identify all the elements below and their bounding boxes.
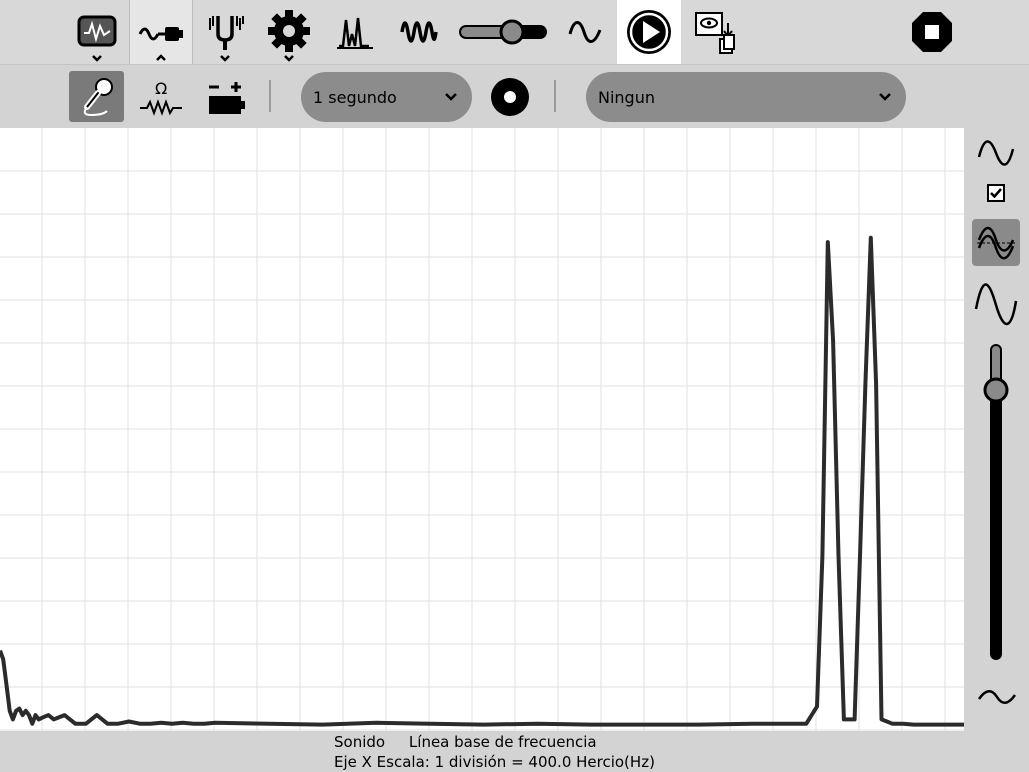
checkbox <box>987 184 1005 202</box>
right-control-panel <box>964 128 1029 731</box>
svg-text:Ω: Ω <box>155 79 167 98</box>
view-log-icon <box>695 12 735 54</box>
mode-label: Sonido <box>334 733 386 751</box>
gain-slider[interactable] <box>452 0 552 64</box>
waveform-button[interactable] <box>390 0 448 64</box>
duration-combo[interactable]: 1 segundo <box>301 72 472 122</box>
chevron-down-icon <box>445 93 457 101</box>
invert-wave-icon <box>977 226 1015 259</box>
gain-slider-track <box>459 19 547 45</box>
frequency-spectrum-icon <box>337 17 373 49</box>
frequency-graph <box>0 128 964 731</box>
play-button[interactable] <box>617 0 681 64</box>
chevron-down-icon <box>284 55 294 62</box>
signal-trace <box>0 235 964 727</box>
stop-button[interactable] <box>902 0 962 64</box>
record-icon <box>491 78 529 116</box>
sensor-toolbar: Ω 1 segundo Ningun <box>0 65 1029 128</box>
scale-label: Eje X Escala: 1 división = 400.0 Hercio(… <box>334 753 655 771</box>
vertical-slider-track <box>983 344 1009 660</box>
sine-wave-button[interactable] <box>558 0 612 64</box>
sensor-tab-icon <box>138 27 183 41</box>
status-bar: Sonido Línea base de frecuencia Eje X Es… <box>0 731 1029 772</box>
play-icon <box>627 10 671 54</box>
oscilloscope-activity-button[interactable] <box>66 0 128 64</box>
checkmark-icon <box>990 188 1002 198</box>
sine-wave-icon <box>977 140 1015 166</box>
duration-value: 1 segundo <box>313 87 397 107</box>
plot-area <box>0 128 964 731</box>
status-line-1: Sonido Línea base de frecuencia <box>334 732 597 752</box>
stop-icon <box>912 12 952 52</box>
tuning-fork-button[interactable] <box>196 0 254 64</box>
microphone-icon <box>83 77 113 116</box>
separator <box>554 80 556 112</box>
record-button[interactable] <box>486 73 534 121</box>
chevron-down-icon <box>92 55 102 62</box>
separator <box>269 80 271 112</box>
invert-wave-toggle[interactable] <box>972 219 1020 266</box>
battery-icon <box>209 82 245 114</box>
resistance-button[interactable]: Ω <box>134 73 188 121</box>
chevron-up-icon <box>156 54 166 61</box>
main-toolbar <box>0 0 1029 65</box>
chevron-down-icon <box>220 55 230 62</box>
frequency-spectrum-button[interactable] <box>326 0 384 64</box>
view-log-button[interactable] <box>686 0 742 64</box>
resistance-icon: Ω <box>140 79 182 116</box>
gain-slider-handle <box>499 19 525 45</box>
vertical-slider-handle <box>983 377 1009 403</box>
grid <box>0 128 964 731</box>
large-wave-icon <box>974 283 1018 325</box>
settings-gear-icon <box>268 10 310 52</box>
voltage-button[interactable] <box>198 73 252 121</box>
trigger-combo[interactable]: Ningun <box>586 72 906 122</box>
microphone-button[interactable] <box>69 71 124 122</box>
waveform-icon <box>400 21 438 43</box>
amplitude-max-icon[interactable] <box>970 280 1022 330</box>
sine-wave-toggle[interactable] <box>973 133 1019 173</box>
baseline-label: Línea base de frecuencia <box>408 733 597 751</box>
oscilloscope-activity-icon <box>77 15 117 47</box>
amplitude-min-icon[interactable] <box>974 681 1020 713</box>
sine-wave-icon <box>568 21 602 43</box>
vertical-scale-slider[interactable] <box>982 342 1010 662</box>
trace-checkbox[interactable] <box>984 181 1008 205</box>
small-wave-icon <box>977 690 1017 704</box>
chevron-down-icon <box>879 93 891 101</box>
tuning-fork-icon <box>209 16 244 50</box>
settings-button[interactable] <box>258 0 320 64</box>
trigger-value: Ningun <box>598 87 655 107</box>
sensor-tab-button[interactable] <box>129 0 193 64</box>
